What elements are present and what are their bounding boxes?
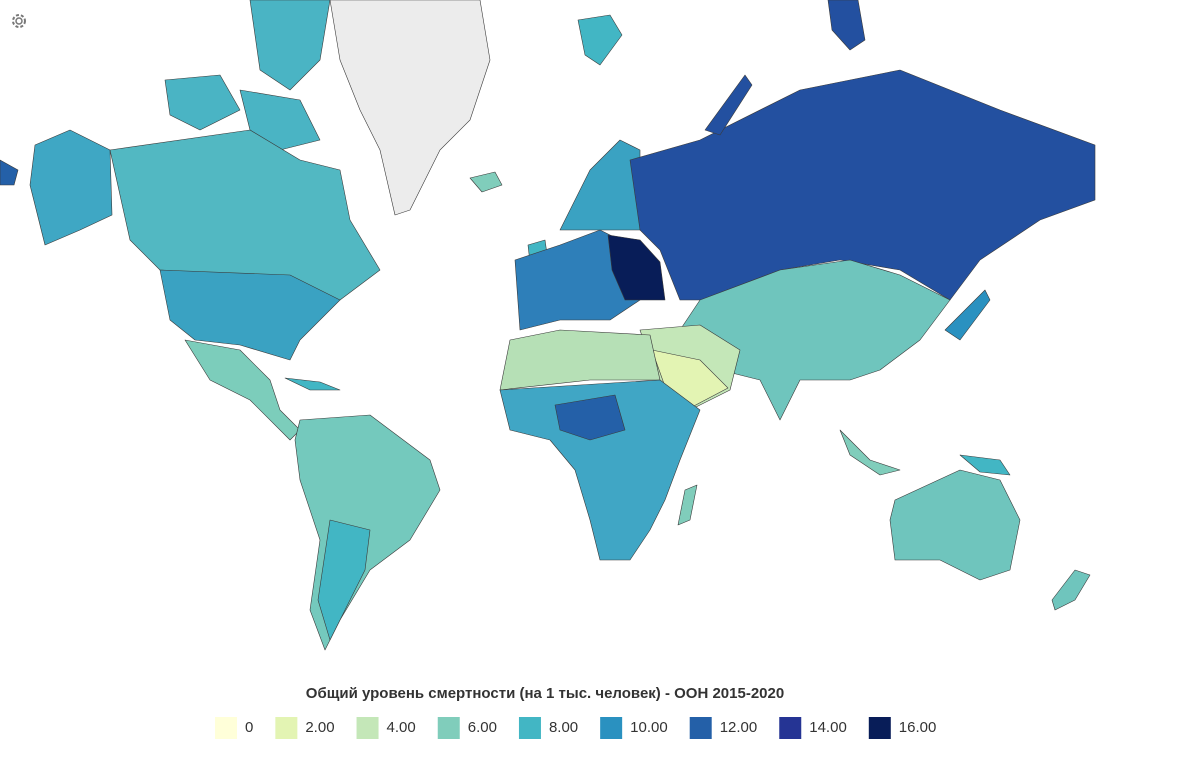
- central-africa[interactable]: [554, 394, 626, 441]
- canada[interactable]: [109, 129, 381, 301]
- legend-swatch: [779, 717, 802, 739]
- legend-label: 14.00: [809, 719, 847, 736]
- usa[interactable]: [159, 269, 341, 361]
- gear-teeth: [12, 14, 26, 28]
- legend-label: 16.00: [899, 719, 937, 736]
- ukraine-belarus[interactable]: [607, 234, 666, 301]
- novaya-zemlya[interactable]: [704, 74, 753, 136]
- legend-label: 6.00: [468, 719, 497, 736]
- indonesia[interactable]: [839, 429, 901, 476]
- legend-title: Общий уровень смертности (на 1 тыс. чело…: [306, 685, 784, 702]
- russia[interactable]: [629, 69, 1096, 301]
- legend-swatch: [518, 717, 541, 739]
- greenland[interactable]: [329, 0, 491, 216]
- legend-swatch: [275, 717, 298, 739]
- arctic-islands[interactable]: [164, 74, 241, 131]
- legend-label: 2.00: [305, 719, 334, 736]
- caribbean[interactable]: [284, 377, 341, 391]
- arctic-islands[interactable]: [239, 89, 321, 151]
- legend-swatch: [600, 717, 623, 739]
- north-africa[interactable]: [499, 329, 661, 391]
- argentina[interactable]: [317, 519, 371, 641]
- settings-icon[interactable]: [12, 14, 26, 28]
- iceland[interactable]: [469, 171, 503, 193]
- legend-swatch: [868, 717, 891, 739]
- scandinavia[interactable]: [559, 139, 641, 231]
- new-zealand[interactable]: [1051, 569, 1091, 611]
- arctic-islands[interactable]: [249, 0, 331, 91]
- legend-label: 0: [245, 719, 253, 736]
- legend-label: 4.00: [387, 719, 416, 736]
- legend-swatch: [356, 717, 379, 739]
- madagascar[interactable]: [677, 484, 698, 526]
- chukotka[interactable]: [0, 159, 19, 186]
- world-map: [0, 0, 1096, 651]
- legend-swatch: [437, 717, 460, 739]
- svalbard[interactable]: [577, 14, 623, 66]
- australia[interactable]: [889, 469, 1021, 581]
- franz-josef[interactable]: [827, 0, 866, 51]
- legend-label: 8.00: [549, 719, 578, 736]
- new-guinea[interactable]: [959, 454, 1011, 476]
- gear-hub: [15, 17, 23, 25]
- legend-label: 12.00: [720, 719, 758, 736]
- legend-swatch: [215, 717, 237, 739]
- japan[interactable]: [944, 289, 991, 341]
- alaska[interactable]: [29, 129, 113, 246]
- legend: Общий уровень смертности (на 1 тыс. чело…: [215, 685, 936, 739]
- legend-swatch: [689, 717, 712, 739]
- sub-saharan-africa[interactable]: [499, 379, 701, 561]
- legend-label: 10.00: [630, 719, 668, 736]
